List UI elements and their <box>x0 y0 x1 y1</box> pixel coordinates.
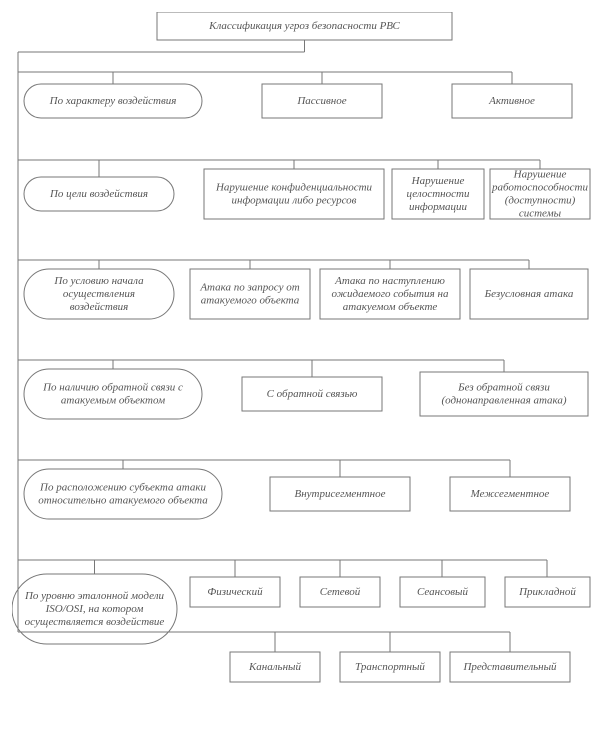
svg-text:Нарушение конфиденциальностиин: Нарушение конфиденциальностиинформации л… <box>215 182 373 207</box>
svg-text:Канальный: Канальный <box>248 661 301 673</box>
svg-text:С обратной связью: С обратной связью <box>267 388 358 400</box>
svg-text:Внутрисегментное: Внутрисегментное <box>294 488 385 500</box>
svg-text:Сетевой: Сетевой <box>320 586 361 598</box>
svg-text:По расположению субъекта атаки: По расположению субъекта атакиотноситель… <box>38 482 208 507</box>
svg-text:По характеру воздействия: По характеру воздействия <box>49 95 177 107</box>
svg-text:Сеансовый: Сеансовый <box>417 586 468 598</box>
svg-text:Межсегментное: Межсегментное <box>470 488 550 500</box>
svg-text:Транспортный: Транспортный <box>355 661 425 673</box>
svg-text:По наличию обратной связи сата: По наличию обратной связи сатакуемым объ… <box>42 382 183 407</box>
svg-text:Атака по запросу отатакуемого: Атака по запросу отатакуемого объекта <box>199 282 299 307</box>
svg-text:Пассивное: Пассивное <box>296 95 346 107</box>
svg-text:Активное: Активное <box>488 95 535 107</box>
svg-text:Физический: Физический <box>207 586 263 598</box>
svg-text:Без обратной связи(однонаправл: Без обратной связи(однонаправленная атак… <box>441 382 566 407</box>
svg-text:Представительный: Представительный <box>462 661 557 673</box>
svg-text:Атака по наступлениюожидаемого: Атака по наступлениюожидаемого события н… <box>332 275 449 313</box>
classification-diagram: Классификация угроз безопасности РВС По х… <box>12 12 597 721</box>
svg-text:Нарушениецелостностиинформации: Нарушениецелостностиинформации <box>407 175 470 213</box>
svg-text:Классификация угроз безопаснос: Классификация угроз безопасности РВС <box>208 20 400 32</box>
svg-text:По цели воздействия: По цели воздействия <box>49 188 148 200</box>
svg-text:Безусловная атака: Безусловная атака <box>484 288 574 300</box>
svg-text:Прикладной: Прикладной <box>518 586 576 598</box>
